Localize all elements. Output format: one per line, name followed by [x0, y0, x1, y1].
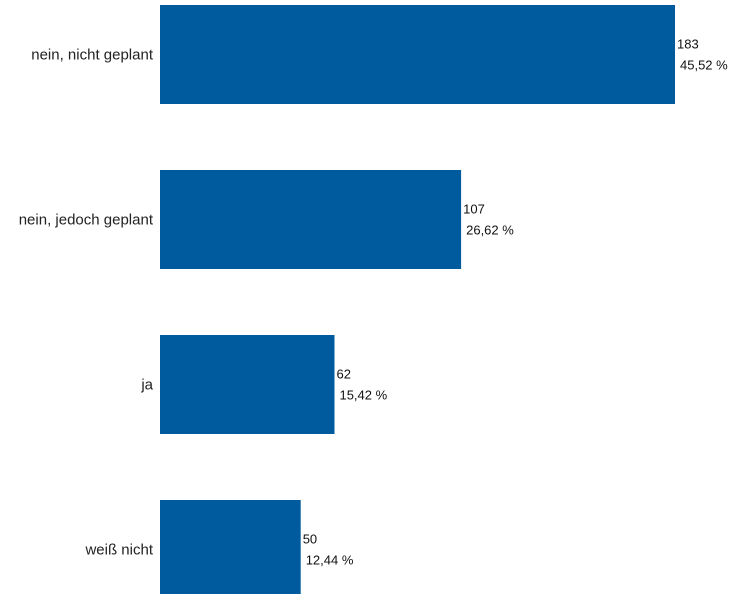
percent-label: 15,42 %: [339, 388, 387, 403]
percent-label: 12,44 %: [306, 553, 354, 568]
category-label: nein, nicht geplant: [31, 47, 154, 64]
bar-group-nein-nicht-geplant: nein, nicht geplant 183 45,52 %: [31, 5, 728, 104]
percent-label: 45,52 %: [680, 58, 728, 73]
category-label: weiß nicht: [84, 542, 153, 559]
bar-ja: [160, 335, 335, 434]
bar-group-weiss-nicht: weiß nicht 50 12,44 %: [84, 500, 354, 594]
count-label: 107: [463, 202, 485, 217]
count-label: 62: [336, 367, 350, 382]
category-label: ja: [140, 377, 153, 394]
bar-nein-jedoch-geplant: [160, 170, 462, 269]
category-label: nein, jedoch geplant: [19, 212, 154, 229]
count-label: 183: [677, 37, 699, 52]
bar-nein-nicht-geplant: [160, 5, 675, 104]
percent-label: 26,62 %: [466, 223, 514, 238]
count-label: 50: [303, 532, 317, 547]
bar-group-ja: ja 62 15,42 %: [140, 335, 388, 434]
bar-group-nein-jedoch-geplant: nein, jedoch geplant 107 26,62 %: [19, 170, 514, 269]
bar-weiss-nicht: [160, 500, 301, 594]
